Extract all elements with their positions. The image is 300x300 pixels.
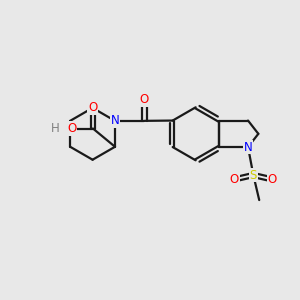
Text: N: N (111, 114, 119, 127)
Text: O: O (67, 122, 76, 135)
Text: O: O (88, 101, 98, 114)
Text: N: N (244, 141, 252, 154)
Text: H: H (51, 122, 60, 135)
Text: O: O (268, 173, 277, 186)
Text: O: O (230, 173, 239, 186)
Text: O: O (140, 93, 149, 106)
Text: S: S (250, 169, 257, 182)
